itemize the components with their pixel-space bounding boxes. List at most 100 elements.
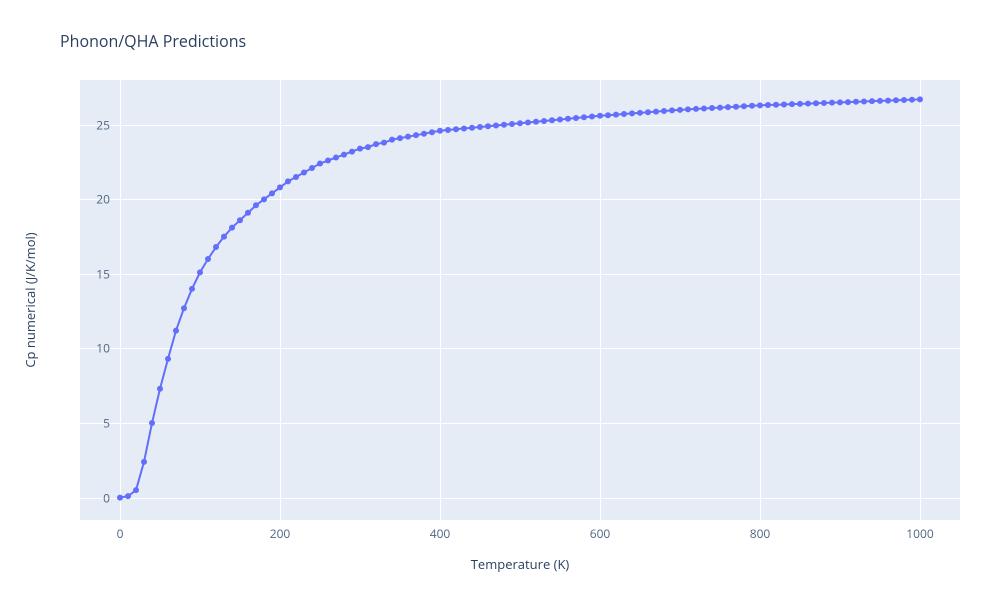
series-marker[interactable] bbox=[389, 137, 395, 143]
series-marker[interactable] bbox=[117, 495, 123, 501]
series-marker[interactable] bbox=[541, 118, 547, 124]
series-marker[interactable] bbox=[341, 152, 347, 158]
series-marker[interactable] bbox=[717, 105, 723, 111]
series-marker[interactable] bbox=[149, 420, 155, 426]
series-marker[interactable] bbox=[405, 134, 411, 140]
series-marker[interactable] bbox=[373, 141, 379, 147]
series-marker[interactable] bbox=[725, 104, 731, 110]
series-marker[interactable] bbox=[413, 132, 419, 138]
series-marker[interactable] bbox=[317, 161, 323, 167]
series-marker[interactable] bbox=[765, 102, 771, 108]
series-marker[interactable] bbox=[237, 217, 243, 223]
series-marker[interactable] bbox=[605, 112, 611, 118]
series-marker[interactable] bbox=[213, 244, 219, 250]
series-marker[interactable] bbox=[861, 98, 867, 104]
series-marker[interactable] bbox=[165, 356, 171, 362]
series-marker[interactable] bbox=[133, 487, 139, 493]
series-marker[interactable] bbox=[261, 196, 267, 202]
series-marker[interactable] bbox=[781, 101, 787, 107]
series-marker[interactable] bbox=[741, 103, 747, 109]
series-marker[interactable] bbox=[517, 120, 523, 126]
series-marker[interactable] bbox=[813, 100, 819, 106]
series-marker[interactable] bbox=[653, 109, 659, 115]
series-marker[interactable] bbox=[309, 165, 315, 171]
series-marker[interactable] bbox=[877, 98, 883, 104]
series-marker[interactable] bbox=[869, 98, 875, 104]
series-marker[interactable] bbox=[397, 135, 403, 141]
series-marker[interactable] bbox=[277, 184, 283, 190]
series-marker[interactable] bbox=[557, 117, 563, 123]
series-marker[interactable] bbox=[421, 131, 427, 137]
series-marker[interactable] bbox=[893, 97, 899, 103]
series-marker[interactable] bbox=[453, 126, 459, 132]
series-marker[interactable] bbox=[597, 113, 603, 119]
series-marker[interactable] bbox=[645, 109, 651, 115]
series-marker[interactable] bbox=[837, 99, 843, 105]
series-marker[interactable] bbox=[173, 328, 179, 334]
series-marker[interactable] bbox=[293, 174, 299, 180]
series-marker[interactable] bbox=[469, 125, 475, 131]
series-marker[interactable] bbox=[845, 99, 851, 105]
series-marker[interactable] bbox=[917, 96, 923, 102]
series-marker[interactable] bbox=[365, 144, 371, 150]
series-marker[interactable] bbox=[157, 386, 163, 392]
series-marker[interactable] bbox=[509, 121, 515, 127]
series-marker[interactable] bbox=[773, 102, 779, 108]
series-marker[interactable] bbox=[333, 155, 339, 161]
series-marker[interactable] bbox=[381, 140, 387, 146]
series-marker[interactable] bbox=[189, 286, 195, 292]
series-marker[interactable] bbox=[757, 102, 763, 108]
series-marker[interactable] bbox=[429, 129, 435, 135]
series-marker[interactable] bbox=[613, 112, 619, 118]
series-marker[interactable] bbox=[141, 459, 147, 465]
series-marker[interactable] bbox=[461, 125, 467, 131]
series-marker[interactable] bbox=[325, 158, 331, 164]
series-marker[interactable] bbox=[245, 210, 251, 216]
series-marker[interactable] bbox=[901, 97, 907, 103]
series-marker[interactable] bbox=[789, 101, 795, 107]
series-marker[interactable] bbox=[853, 99, 859, 105]
series-marker[interactable] bbox=[677, 107, 683, 113]
series-marker[interactable] bbox=[805, 101, 811, 107]
series-marker[interactable] bbox=[637, 110, 643, 116]
series-marker[interactable] bbox=[581, 114, 587, 120]
series-marker[interactable] bbox=[205, 256, 211, 262]
series-marker[interactable] bbox=[445, 127, 451, 133]
series-marker[interactable] bbox=[349, 149, 355, 155]
series-marker[interactable] bbox=[357, 146, 363, 152]
series-marker[interactable] bbox=[549, 117, 555, 123]
series-marker[interactable] bbox=[589, 114, 595, 120]
series-marker[interactable] bbox=[749, 103, 755, 109]
series-marker[interactable] bbox=[565, 116, 571, 122]
series-marker[interactable] bbox=[221, 234, 227, 240]
series-marker[interactable] bbox=[197, 269, 203, 275]
series-marker[interactable] bbox=[229, 225, 235, 231]
series-marker[interactable] bbox=[437, 128, 443, 134]
series-marker[interactable] bbox=[821, 100, 827, 106]
series-marker[interactable] bbox=[693, 106, 699, 112]
series-marker[interactable] bbox=[285, 178, 291, 184]
series-marker[interactable] bbox=[669, 107, 675, 113]
series-marker[interactable] bbox=[525, 120, 531, 126]
series-marker[interactable] bbox=[701, 105, 707, 111]
series-marker[interactable] bbox=[181, 305, 187, 311]
series-marker[interactable] bbox=[661, 108, 667, 114]
series-marker[interactable] bbox=[269, 190, 275, 196]
series-marker[interactable] bbox=[477, 124, 483, 130]
series-marker[interactable] bbox=[125, 493, 131, 499]
series-marker[interactable] bbox=[501, 122, 507, 128]
series-marker[interactable] bbox=[885, 98, 891, 104]
series-marker[interactable] bbox=[709, 105, 715, 111]
plot-area[interactable] bbox=[80, 80, 960, 520]
series-marker[interactable] bbox=[629, 110, 635, 116]
series-marker[interactable] bbox=[621, 111, 627, 117]
series-marker[interactable] bbox=[733, 104, 739, 110]
series-marker[interactable] bbox=[909, 97, 915, 103]
series-marker[interactable] bbox=[685, 106, 691, 112]
series-marker[interactable] bbox=[573, 115, 579, 121]
series-marker[interactable] bbox=[301, 169, 307, 175]
series-marker[interactable] bbox=[493, 122, 499, 128]
series-marker[interactable] bbox=[253, 202, 259, 208]
series-marker[interactable] bbox=[485, 123, 491, 129]
series-marker[interactable] bbox=[797, 101, 803, 107]
